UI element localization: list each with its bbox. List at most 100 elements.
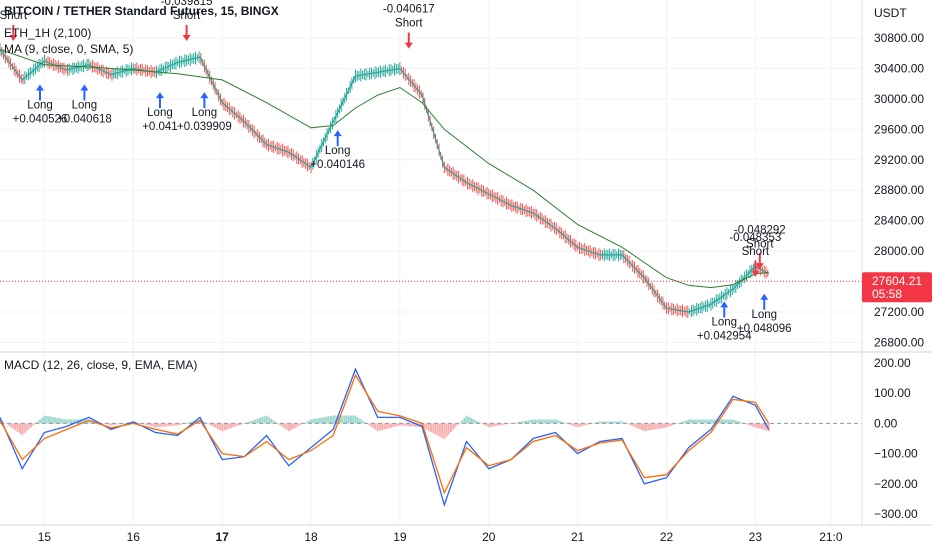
short-signal[interactable]: -0.048292 Short (734, 224, 786, 270)
macd-histogram-bar (427, 423, 430, 431)
macd-histogram-bar (410, 423, 413, 427)
indicator-legend-other[interactable]: ETH_1H (2,100) (4, 26, 92, 40)
macd-histogram-bar (752, 423, 755, 427)
long-value: +0.040146 (310, 159, 365, 171)
macd-histogram-bar (496, 423, 499, 426)
macd-histogram-bar (356, 417, 359, 424)
macd-histogram-bar (170, 423, 173, 426)
macd-histogram-bar (452, 423, 455, 430)
macd-histogram-bar (223, 423, 226, 431)
price-tick-label: 27200.00 (874, 305, 924, 319)
macd-histogram-bar (747, 423, 750, 425)
last-price-badge[interactable]: 27604.21 05:58 (862, 272, 932, 303)
indicator-legend-macd[interactable]: MACD (12, 26, close, 9, EMA, EMA) (4, 358, 198, 372)
macd-histogram-bar (203, 421, 206, 424)
macd-tick-label: −100.00 (874, 447, 918, 461)
macd-histogram-bar (663, 423, 666, 428)
macd-histogram-bar (532, 419, 535, 424)
macd-histogram-bar (476, 421, 479, 424)
macd-histogram-bar (52, 417, 55, 424)
up-arrow-icon (200, 92, 209, 109)
short-signal[interactable]: Short (0, 10, 28, 42)
macd-histogram-bar (441, 423, 444, 438)
macd-histogram-bar (54, 417, 57, 424)
macd-histogram-bar (325, 416, 328, 424)
macd-histogram-bar (167, 423, 170, 427)
macd-histogram-bar (647, 423, 650, 431)
symbol-title[interactable]: BITCOIN / TETHER Standard Futures, 15, B… (4, 4, 279, 18)
macd-histogram-bar (276, 423, 279, 424)
macd-histogram-bar (323, 417, 326, 424)
long-label: Long (711, 316, 737, 328)
macd-histogram-bar (527, 420, 530, 424)
long-signal[interactable]: Long +0.040146 (310, 130, 365, 171)
macd-histogram-bar (563, 422, 566, 424)
macd-histogram-bar (354, 415, 357, 424)
macd-histogram-bar (381, 423, 384, 431)
macd-histogram-bar (327, 416, 330, 424)
indicator-legend-sma[interactable]: MA (9, close, 0, SMA, 5) (4, 42, 134, 56)
short-signal[interactable]: -0.040617 Short (383, 4, 435, 49)
macd-histogram-bar (150, 423, 153, 427)
macd-histogram-bar (701, 419, 704, 424)
long-signal[interactable]: Long +0.040618 (57, 84, 112, 126)
macd-histogram-bar (372, 423, 375, 429)
macd-histogram-bar (592, 423, 595, 424)
macd-histogram-bar (392, 423, 395, 428)
macd-axis[interactable]: 200.00 100.00 0.00 −100.00 −200.00 −300.00 (874, 356, 918, 521)
up-arrow-icon (760, 293, 769, 310)
long-value: +0.042954 (697, 330, 752, 342)
macd-histogram-bar (65, 419, 68, 424)
long-signal[interactable]: Long +0.042954 (697, 301, 752, 342)
long-signal[interactable]: Long +0.040526 (13, 84, 68, 126)
macd-histogram-bar (498, 423, 501, 426)
macd-histogram-bar (272, 420, 275, 424)
macd-histogram-bar (561, 421, 564, 424)
long-signal[interactable]: Long +0.041 (142, 92, 178, 133)
macd-histogram-bar (212, 423, 215, 427)
macd-histogram-bar (5, 423, 8, 425)
price-axis[interactable]: 30800.00 30400.00 30000.00 29600.00 29200.00… (874, 31, 924, 349)
macd-histogram-bar (603, 421, 606, 424)
price-tick-label: 28000.00 (874, 244, 924, 258)
macd-histogram-bar (703, 419, 706, 424)
price-line (0, 49, 769, 313)
macd-histogram-bar (638, 423, 641, 430)
short-signal[interactable]: -0.039815 Short (161, 0, 213, 42)
price-tick-label: 28800.00 (874, 183, 924, 197)
macd-histogram-bar (67, 419, 70, 424)
long-label: Long (751, 309, 777, 321)
macd-histogram-bar (267, 417, 270, 424)
time-axis[interactable]: 15 16 17 18 19 20 21 22 23 21:0 (38, 530, 843, 544)
macd-histogram-bar (110, 423, 113, 426)
macd-histogram-bar (461, 420, 464, 424)
macd-histogram-bar (554, 419, 557, 424)
macd-histogram-bar (387, 423, 390, 429)
macd-histogram-bar (407, 423, 410, 427)
macd-histogram-bar (187, 422, 190, 424)
macd-histogram-bar (605, 421, 608, 424)
macd-histogram-bar (503, 423, 506, 425)
up-arrow-icon (155, 92, 164, 109)
down-arrow-icon (9, 25, 18, 42)
time-tick-label: 17 (215, 530, 229, 544)
macd-histogram-bar (749, 423, 752, 426)
long-label: Long (72, 100, 98, 112)
long-value: +0.041 (142, 121, 178, 133)
price-tick-label: 28400.00 (874, 214, 924, 228)
macd-histogram-bar (683, 421, 686, 424)
macd-histogram-bar (712, 419, 715, 424)
macd-histogram-bar (525, 420, 528, 424)
macd-histogram-bar (547, 419, 550, 424)
up-arrow-icon (720, 301, 729, 318)
macd-histogram-bar (445, 423, 448, 437)
long-signal[interactable]: Long +0.048096 (737, 293, 792, 335)
macd-histogram-bar (334, 415, 337, 424)
macd-histogram-bar (347, 415, 350, 424)
sma-line (0, 49, 769, 289)
macd-histogram-bar (81, 419, 84, 424)
macd-histogram-bar (434, 423, 437, 435)
macd-histogram-bar (250, 421, 253, 424)
long-signal[interactable]: Long +0.039909 (177, 92, 232, 133)
